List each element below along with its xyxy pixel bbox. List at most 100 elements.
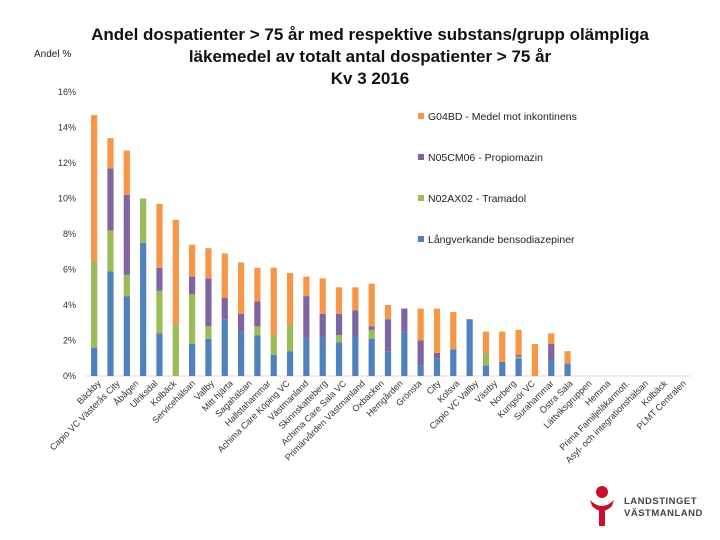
logo-emblem-icon: [590, 486, 614, 526]
bar-segment-bensodiazepiner: [335, 342, 343, 376]
bar-segment-bensodiazepiner: [123, 296, 130, 376]
bar-segment-tramadol: [368, 329, 375, 339]
legend-swatch: [418, 154, 424, 160]
bar-segment-bensodiazepiner: [352, 336, 359, 376]
y-tick-label: 14%: [58, 123, 76, 133]
bar-segment-inkontinens: [91, 115, 98, 261]
y-axis-label: Andel %: [34, 49, 72, 60]
bar-segment-propiomazin: [254, 301, 261, 327]
bar-segment-bensodiazepiner: [303, 338, 310, 376]
legend-swatch: [418, 236, 424, 242]
bar-segment-inkontinens: [221, 253, 228, 298]
chart-title-line-3: Kv 3 2016: [330, 69, 410, 88]
bar-segment-tramadol: [270, 335, 277, 355]
bar-segment-inkontinens: [286, 273, 294, 325]
bar-segment-inkontinens: [156, 203, 163, 268]
logo-text-line-2: VÄSTMANLAND: [624, 508, 703, 519]
bar-segment-inkontinens: [384, 305, 392, 320]
bar-segment-bensodiazepiner: [270, 354, 277, 376]
bar-segment-propiomazin: [303, 296, 310, 339]
bar-segment-bensodiazepiner: [189, 344, 196, 376]
bar-segment-inkontinens: [319, 278, 326, 314]
y-tick-label: 2%: [63, 336, 76, 346]
bar-segment-inkontinens: [450, 312, 457, 350]
bar-segment-bensodiazepiner: [368, 338, 375, 376]
bar-segment-propiomazin: [221, 297, 228, 320]
bar-segment-tramadol: [515, 356, 522, 359]
bar-segment-tramadol: [205, 326, 212, 339]
y-tick-label: 0%: [63, 371, 76, 381]
bar-segment-tramadol: [107, 230, 114, 272]
bar-segment-inkontinens: [303, 276, 310, 297]
bar-segment-tramadol: [140, 198, 147, 243]
chart-title-line-2: läkemedel av totalt antal dospatienter >…: [188, 47, 552, 66]
bar-segment-inkontinens: [548, 333, 555, 345]
bar-segment-propiomazin: [515, 354, 522, 357]
y-tick-label: 12%: [58, 158, 76, 168]
bar-segment-propiomazin: [433, 352, 441, 359]
bar-segment-propiomazin: [417, 340, 424, 366]
bar-segment-tramadol: [172, 324, 179, 376]
bar-segment-bensodiazepiner: [254, 335, 261, 376]
bar-segment-tramadol: [482, 352, 490, 366]
bar-segment-propiomazin: [548, 344, 555, 361]
bar-segment-tramadol: [286, 324, 294, 352]
bar-segment-inkontinens: [531, 344, 539, 376]
bar-segment-bensodiazepiner: [482, 365, 490, 376]
bar-segment-propiomazin: [237, 313, 245, 332]
bar-segment-inkontinens: [270, 267, 277, 336]
bar-segment-inkontinens: [352, 287, 359, 311]
legend-label: N02AX02 - Tramadol: [428, 193, 526, 205]
bar-segment-propiomazin: [189, 276, 196, 295]
bar-segment-tramadol: [335, 335, 343, 343]
bar-segment-inkontinens: [189, 244, 196, 277]
landstinget-logo: LANDSTINGET VÄSTMANLAND: [582, 482, 712, 532]
legend-swatch: [418, 195, 424, 201]
bar-segment-inkontinens: [368, 283, 375, 327]
bar-segment-bensodiazepiner: [433, 358, 441, 376]
bar-segment-inkontinens: [417, 308, 424, 341]
bar-segment-bensodiazepiner: [401, 331, 408, 376]
bar-segment-propiomazin: [352, 310, 359, 337]
chart-title-line-1: Andel dospatienter > 75 år med respektiv…: [91, 25, 649, 44]
y-tick-label: 10%: [58, 194, 76, 204]
bar-segment-propiomazin: [368, 326, 375, 330]
bar-segment-inkontinens: [482, 331, 490, 353]
bar-segment-bensodiazepiner: [417, 365, 424, 376]
bar-segment-inkontinens: [123, 150, 130, 195]
bar-segment-bensodiazepiner: [384, 351, 392, 376]
bar-segment-inkontinens: [515, 329, 522, 355]
y-tick-label: 4%: [63, 300, 76, 310]
bar-segment-propiomazin: [384, 319, 392, 352]
bar-segment-bensodiazepiner: [450, 349, 457, 376]
bar-segment-tramadol: [189, 294, 196, 345]
bar-segment-bensodiazepiner: [286, 351, 294, 376]
bar-segment-inkontinens: [335, 287, 343, 314]
bar-segment-inkontinens: [433, 308, 441, 353]
bar-segment-inkontinens: [107, 138, 114, 169]
bar-segment-bensodiazepiner: [237, 331, 245, 376]
bar-segment-bensodiazepiner: [564, 363, 571, 376]
bar-segment-propiomazin: [123, 194, 130, 275]
legend-label: N05CM06 - Propiomazin: [428, 152, 543, 164]
bar-segment-tramadol: [156, 290, 163, 334]
chart-title: Andel dospatienter > 75 år med respektiv…: [90, 24, 650, 90]
bar-segment-bensodiazepiner: [156, 333, 163, 376]
bar-segment-propiomazin: [319, 313, 326, 337]
bar-segment-tramadol: [123, 274, 130, 297]
bar-segment-inkontinens: [564, 351, 571, 364]
bar-segment-bensodiazepiner: [319, 336, 326, 376]
bar-segment-bensodiazepiner: [499, 361, 506, 376]
bar-segment-propiomazin: [205, 278, 212, 327]
bar-segment-bensodiazepiner: [107, 271, 114, 376]
legend-label: Långverkande bensodiazepiner: [428, 234, 575, 246]
bar-segment-bensodiazepiner: [515, 358, 522, 376]
bar-segment-bensodiazepiner: [548, 360, 555, 376]
legend-label: G04BD - Medel mot inkontinens: [428, 111, 577, 123]
bar-segment-inkontinens: [499, 331, 506, 362]
bar-segment-propiomazin: [401, 308, 408, 332]
bar-segment-inkontinens: [254, 267, 261, 302]
logo-text-line-1: LANDSTINGET: [624, 496, 698, 507]
y-tick-label: 16%: [58, 87, 76, 97]
